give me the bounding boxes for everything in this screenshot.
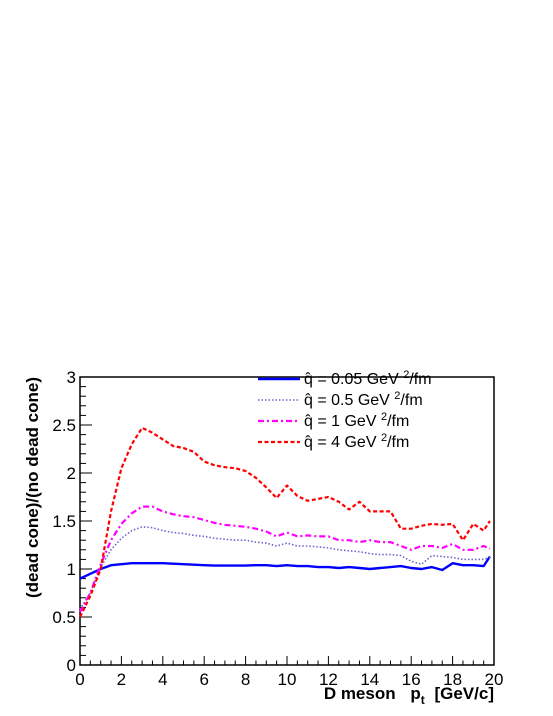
legend-unit: /fm: [387, 434, 409, 451]
y-tick-label: 1: [67, 560, 76, 579]
x-tick-label: 10: [278, 670, 297, 689]
y-tick-label: 2.5: [52, 416, 76, 435]
series-line-3: [79, 426, 491, 618]
y-tick-label: 0.5: [52, 608, 76, 627]
legend: q̂ = 0.05 GeV 2/fmq̂ = 0.5 GeV 2/fmq̂ = …: [258, 369, 432, 451]
y-tick-label: 1.5: [52, 512, 76, 531]
series-line-0: [79, 555, 491, 580]
y-tick-label: 0: [67, 656, 76, 675]
legend-entry-2: q̂ = 1 GeV 2/fm: [304, 411, 409, 430]
x-tick-label: 8: [241, 670, 250, 689]
legend-entry-0: q̂ = 0.05 GeV 2/fm: [304, 369, 432, 388]
legend-superscript: 2: [403, 369, 409, 381]
x-tick-label: 14: [360, 670, 379, 689]
axis-ticks: [79, 376, 495, 666]
legend-superscript: 2: [381, 432, 387, 444]
y-axis-title: (dead cone)/(no dead cone): [23, 377, 42, 598]
x-axis-title-sub: t: [421, 693, 425, 707]
legend-superscript: 2: [394, 390, 400, 402]
series-group: [79, 426, 491, 618]
x-tick-label: 4: [158, 670, 167, 689]
x-tick-label: 20: [485, 670, 504, 689]
x-tick-label: 16: [402, 670, 421, 689]
legend-value: = 0.5 GeV: [313, 392, 394, 409]
x-axis-title-unit: [GeV/c]: [434, 684, 494, 703]
legend-symbol: q̂: [304, 392, 313, 409]
legend-unit: /fm: [409, 371, 431, 388]
x-tick-label: 2: [117, 670, 126, 689]
legend-unit: /fm: [400, 392, 422, 409]
legend-symbol: q̂: [304, 434, 313, 451]
x-tick-label: 0: [75, 670, 84, 689]
series-line-2: [79, 505, 491, 613]
x-axis-title: D meson pt [GeV/c]: [324, 684, 494, 708]
legend-entry-3: q̂ = 4 GeV 2/fm: [304, 432, 409, 451]
y-tick-label: 3: [67, 368, 76, 387]
x-axis-title-var: p: [410, 684, 420, 703]
legend-superscript: 2: [381, 411, 387, 423]
legend-value: = 4 GeV: [313, 434, 381, 451]
legend-entry-1: q̂ = 0.5 GeV 2/fm: [304, 390, 423, 409]
axis-tick-labels: 0 2 4 6 8 10 12 14 16 18 20 0 0.5 1 1.5 2 2.5 3: [52, 368, 503, 689]
x-tick-label: 12: [319, 670, 338, 689]
y-tick-label: 2: [67, 464, 76, 483]
legend-value: = 0.05 GeV: [313, 371, 403, 388]
legend-symbol: q̂: [304, 371, 313, 388]
legend-symbol: q̂: [304, 413, 313, 430]
legend-unit: /fm: [387, 413, 409, 430]
legend-value: = 1 GeV: [313, 413, 381, 430]
x-tick-label: 18: [443, 670, 462, 689]
series-line-1: [79, 525, 491, 610]
x-axis-title-main: D meson: [324, 684, 396, 703]
x-tick-label: 6: [199, 670, 208, 689]
